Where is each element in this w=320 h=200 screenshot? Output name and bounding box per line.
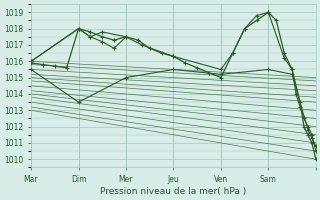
X-axis label: Pression niveau de la mer( hPa ): Pression niveau de la mer( hPa ): [100, 187, 247, 196]
